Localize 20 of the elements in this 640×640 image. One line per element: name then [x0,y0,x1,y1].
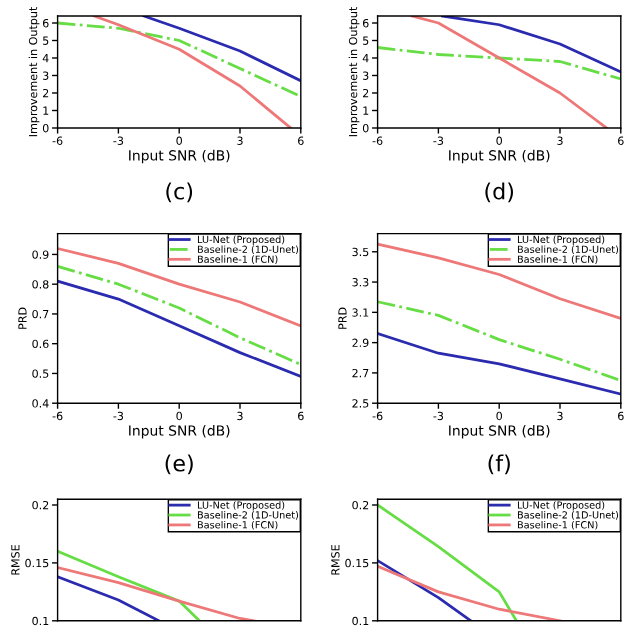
line-series [377,46,621,81]
line-series [377,242,621,320]
text: (e) [165,454,193,475]
line-series [441,16,621,74]
line-series [57,549,201,621]
line-series [410,16,608,128]
line-series [57,247,301,328]
line-series [57,264,301,366]
line-series [57,21,301,98]
text: (f) [488,454,510,475]
line-series [57,279,301,378]
line-series [377,564,562,621]
line-series [142,16,301,83]
line-series [377,300,621,382]
text: (d) [485,182,514,203]
line-series [57,566,256,621]
line-series [377,503,518,621]
text: (c) [166,182,193,203]
line-series [92,16,293,128]
line-series [377,332,621,396]
